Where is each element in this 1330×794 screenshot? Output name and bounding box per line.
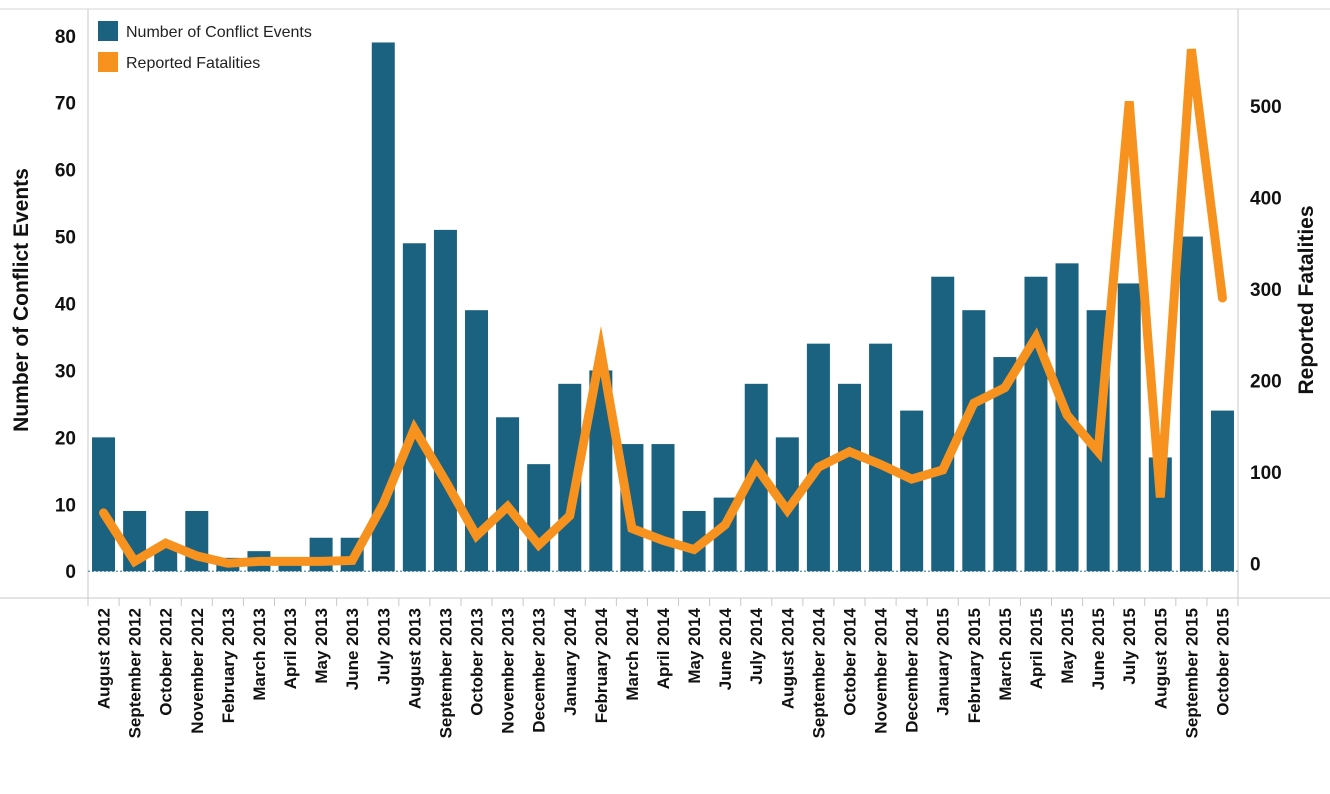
bar[interactable] [744,383,768,572]
category-label: December 2014 [903,607,922,732]
category-label: September 2012 [126,608,145,738]
category-label: January 2014 [561,607,580,715]
category-label: February 2013 [219,608,238,723]
category-label: November 2014 [872,607,891,733]
category-label: March 2013 [250,608,269,701]
bar[interactable] [837,383,861,572]
category-label: January 2015 [934,608,953,716]
bar[interactable] [806,343,830,572]
bar[interactable] [869,343,893,572]
category-label: November 2012 [188,608,207,734]
category-label: March 2014 [623,607,642,700]
bar[interactable] [496,417,520,572]
legend-swatch-fatalities [98,52,118,72]
legend-swatch-conflict-events [98,21,118,41]
bar[interactable] [993,357,1017,572]
category-label: June 2015 [1089,608,1108,690]
bar[interactable] [1148,457,1172,572]
category-label: August 2014 [778,607,797,709]
category-label: June 2014 [716,607,735,690]
legend-label-fatalities: Reported Fatalities [126,55,260,72]
chart-frame [0,8,1330,606]
category-label: June 2013 [343,608,362,690]
category-label: March 2015 [996,608,1015,701]
category-label: October 2013 [468,608,487,716]
bar[interactable] [527,464,551,572]
bar[interactable] [309,537,333,572]
bar[interactable] [92,437,116,572]
bar[interactable] [931,276,955,572]
category-labels: August 2012 September 2012 October 2012 Nov… [95,607,1233,738]
category-label: April 2015 [1027,608,1046,689]
bar[interactable] [371,42,395,572]
left-tick-label: 40 [55,295,76,316]
category-label: August 2015 [1151,608,1170,709]
category-label: April 2014 [654,607,673,689]
left-tick-label: 10 [55,495,76,516]
category-label: October 2015 [1213,608,1232,716]
category-label: May 2014 [685,607,704,683]
left-tick-label: 80 [55,27,76,48]
bar[interactable] [1117,283,1141,572]
category-label: September 2013 [436,608,455,738]
left-tick-label: 0 [65,562,76,583]
bar[interactable] [962,310,986,572]
category-label: October 2014 [840,607,859,715]
bar[interactable] [589,370,613,572]
bars-group [92,42,1234,572]
right-tick-label: 400 [1250,188,1282,209]
bar[interactable] [1210,410,1234,572]
left-tick-label: 70 [55,94,76,115]
bar[interactable] [1024,276,1048,572]
left-tick-label: 20 [55,428,76,449]
category-label: August 2012 [95,608,114,709]
bar[interactable] [682,510,706,572]
legend-label-conflict-events: Number of Conflict Events [126,24,312,41]
right-tick-label: 200 [1250,371,1282,392]
right-tick-label: 0 [1250,554,1261,575]
fatalities-line-group [99,48,1227,568]
left-tick-label: 50 [55,228,76,249]
category-label: July 2014 [747,607,766,684]
category-label: May 2015 [1058,608,1077,684]
left-tick-label: 60 [55,161,76,182]
right-tick-label: 500 [1250,97,1282,118]
category-label: May 2013 [312,608,331,684]
category-label: February 2014 [592,607,611,723]
category-label: July 2013 [374,608,393,685]
left-tick-label: 30 [55,361,76,382]
bar[interactable] [1179,236,1203,572]
right-tick-label: 100 [1250,463,1282,484]
left-axis-ticks: 0 10 20 30 40 50 60 70 80 [55,27,76,583]
left-axis-title: Number of Conflict Events [10,168,33,432]
category-label: April 2013 [281,608,300,689]
category-label: February 2015 [965,608,984,723]
bar[interactable] [651,444,675,572]
category-label: July 2015 [1120,608,1139,685]
right-tick-label: 300 [1250,280,1282,301]
bar[interactable] [465,310,489,572]
bar[interactable] [402,243,426,572]
category-label: September 2015 [1182,608,1201,738]
right-axis-title: Reported Fatalities [1295,205,1318,394]
category-label: September 2014 [809,607,828,738]
category-label: November 2013 [499,608,518,734]
category-label: December 2013 [530,608,549,733]
category-label: August 2013 [405,608,424,709]
bar[interactable] [900,410,924,572]
legend[interactable]: Number of Conflict Events Reported Fatal… [98,21,312,72]
right-axis-ticks: 0 100 200 300 400 500 [1250,97,1282,575]
bar[interactable] [433,229,457,572]
category-label: October 2012 [157,608,176,716]
